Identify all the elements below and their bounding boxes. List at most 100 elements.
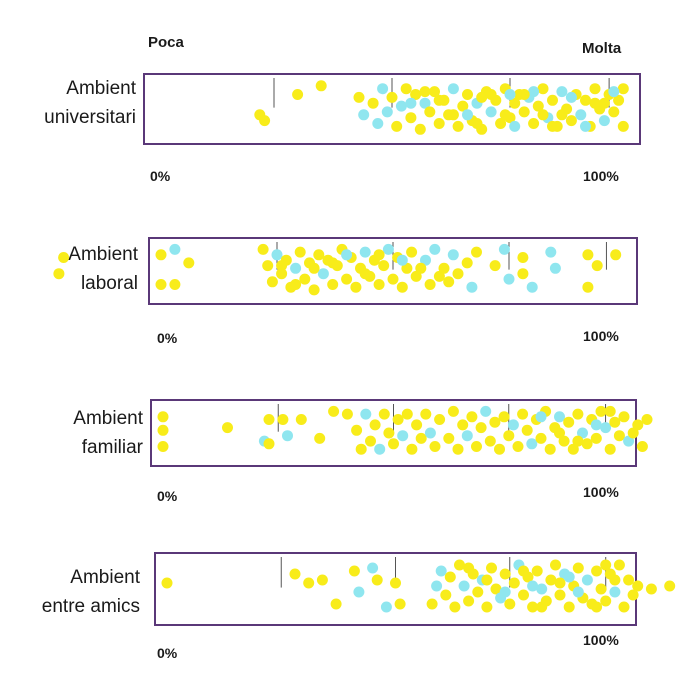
panel-3-point-79: [572, 435, 584, 447]
panel-3-point-66: [595, 405, 607, 417]
panel-1-point-78: [608, 86, 620, 98]
panel-1-point-20: [429, 86, 440, 98]
panel-1-point-48: [556, 86, 568, 98]
panel-2-point-11: [271, 249, 283, 261]
panel-4-point-2: [289, 568, 301, 580]
panel-1-point-61: [617, 120, 629, 132]
panel-3-point-41: [480, 405, 492, 417]
panel-2-point-73: [433, 270, 445, 282]
panel-2-point-49: [461, 257, 473, 269]
panel-1-point-80: [471, 118, 483, 129]
panel-1-point-74: [518, 89, 530, 100]
panel-1-label-line1: Ambient: [66, 78, 136, 99]
panel-4-point-20: [458, 580, 470, 592]
panel-3-point-31: [429, 441, 441, 452]
panel-2-point-28: [350, 281, 362, 293]
panel-1-point-6: [358, 109, 370, 121]
panel-1-point-79: [405, 97, 417, 109]
panel-4-point-47: [581, 574, 593, 586]
panel-3-point-39: [471, 441, 482, 452]
panel-3-point-70: [613, 430, 625, 442]
panel-2-point-8: [257, 243, 269, 255]
panel-2-point-68: [341, 249, 353, 261]
panel-2-point-58: [545, 246, 557, 258]
panel-2-label: Ambient laboral: [8, 240, 138, 299]
panel-1-point-62: [617, 83, 629, 95]
panel-3-point-60: [567, 443, 579, 455]
panel-4-point-62: [518, 565, 529, 577]
panel-3-point-23: [392, 414, 404, 425]
panel-3-label-line2: familiar: [81, 437, 143, 459]
panel-4-label-line2: entre amics: [41, 596, 140, 618]
panel-3-point-20: [378, 408, 390, 420]
panel-2-point-61: [582, 281, 594, 293]
panel-2-point-55: [517, 252, 529, 263]
panel-1-tick-max: 100%: [583, 168, 619, 184]
panel-4-point-25: [481, 601, 493, 613]
panel-2-point-57: [526, 281, 538, 293]
panel-1-point-57: [598, 115, 610, 127]
panel-4-point-40: [550, 559, 561, 571]
panel-2-point-30: [359, 246, 371, 258]
panel-4-point-60: [664, 580, 676, 592]
panel-1-point-25: [452, 120, 464, 132]
panel-3-point-33: [443, 432, 455, 444]
panel-1-point-59: [608, 106, 620, 118]
panel-4-point-10: [380, 601, 392, 613]
panel-3-point-8: [277, 414, 289, 425]
panel-3-point-10: [295, 414, 307, 425]
panel-3-point-6: [263, 414, 275, 425]
panel-3-point-49: [517, 408, 529, 420]
panel-3-point-18: [369, 419, 381, 431]
panel-3-point-35: [452, 443, 464, 455]
panel-1-point-70: [589, 97, 601, 109]
panel-4-point-17: [444, 571, 456, 583]
panel-4-point-11: [390, 577, 401, 589]
panel-1-point-42: [528, 118, 540, 129]
panel-2-point-34: [378, 260, 390, 272]
panel-2-point-1: [53, 268, 65, 280]
panel-4-point-64: [554, 577, 566, 589]
panel-4-point-21: [463, 595, 475, 607]
panel-3-point-4: [222, 422, 233, 434]
panel-3-point-11: [314, 432, 326, 444]
panel-2-tick-min: 0%: [157, 330, 178, 346]
panel-2-point-21: [317, 268, 329, 280]
panel-1-point-37: [509, 97, 521, 109]
panel-3-point-46: [503, 430, 515, 442]
panel-3-point-37: [461, 430, 473, 442]
panel-1-point-10: [381, 106, 393, 118]
panel-1-point-7: [367, 97, 379, 109]
panel-3-point-58: [558, 435, 570, 447]
panel-1-point-60: [613, 94, 625, 106]
panel-3-point-19: [374, 443, 386, 455]
panel-4-label-line1: Ambient: [70, 567, 140, 588]
panel-3-label: Ambient familiar: [8, 404, 143, 463]
panel-1-point-21: [433, 118, 445, 129]
panel-4-point-30: [504, 598, 516, 610]
panel-4-label: Ambient entre amics: [8, 563, 140, 622]
panel-1-point-3: [292, 89, 304, 100]
panel-1-point-67: [528, 86, 540, 98]
panel-3-point-69: [609, 416, 621, 428]
panel-2-point-70: [373, 249, 385, 261]
panel-2-point-17: [299, 273, 311, 285]
panel-4-point-13: [426, 598, 438, 610]
panel-1-point-76: [565, 91, 577, 103]
panel-3-point-80: [554, 427, 565, 439]
panel-1-point-4: [259, 115, 271, 127]
panel-3-point-68: [604, 443, 616, 455]
panel-3-point-27: [411, 419, 423, 431]
panel-2-point-67: [327, 257, 339, 269]
panel-4-tick-max: 100%: [583, 632, 619, 648]
panel-3-point-29: [420, 408, 432, 420]
panel-4-point-57: [627, 589, 639, 601]
panel-3-point-44: [494, 443, 505, 455]
panel-4-point-36: [531, 565, 543, 577]
panel-1-point-46: [547, 94, 558, 106]
panel-2-point-51: [471, 246, 482, 258]
panel-3-point-57: [554, 411, 565, 423]
panel-1-point-16: [410, 89, 422, 100]
panel-4-point-37: [536, 583, 548, 595]
